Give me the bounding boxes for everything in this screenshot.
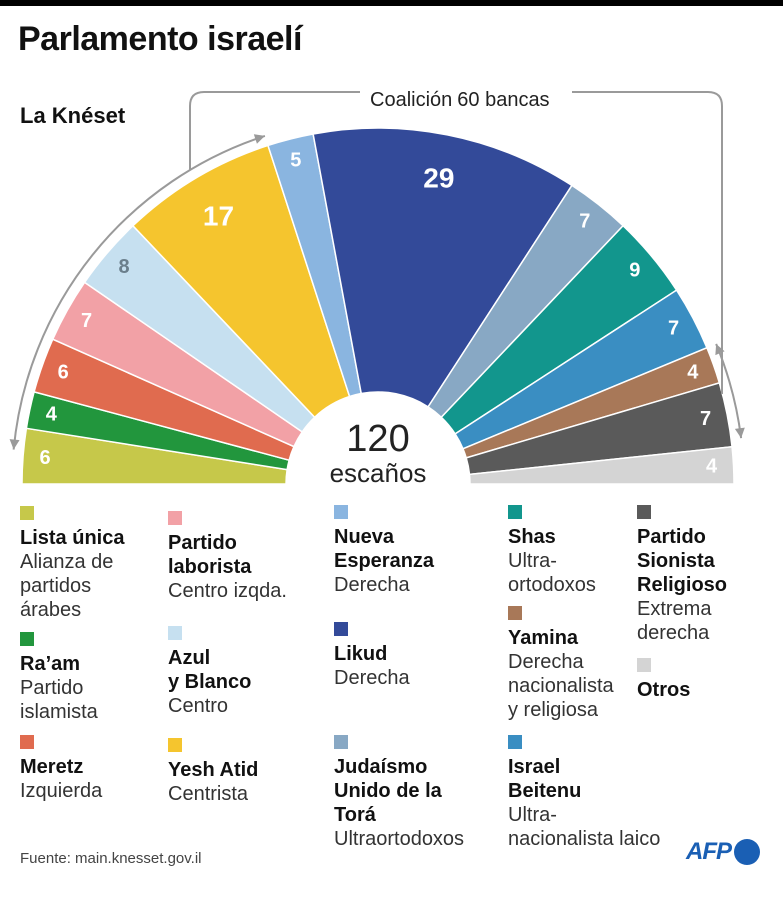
legend-item-tora: Judaísmo Unido de la Torá Ultraortodoxos — [334, 735, 509, 851]
opposition-arrowhead-left-bottom — [9, 439, 20, 450]
coalition-seats: 60 bancas — [457, 89, 549, 111]
seat-label-beitenu: 7 — [668, 317, 679, 339]
legend-swatch — [334, 735, 348, 749]
legend-swatch — [637, 658, 651, 672]
seat-label-meretz: 6 — [58, 362, 69, 384]
legend-name: Israel Beitenu — [508, 756, 582, 802]
seat-label-nueva: 5 — [290, 149, 301, 171]
legend-name: Nueva Esperanza — [334, 526, 435, 572]
center-hole — [288, 394, 468, 484]
seat-label-yamina: 4 — [687, 362, 699, 384]
seat-label-sionista: 7 — [700, 408, 711, 430]
afp-logo-text: AFP — [686, 838, 732, 865]
legend-item-meretz: Meretz Izquierda — [20, 735, 195, 803]
top-bar — [0, 0, 783, 6]
center-number: 120 — [346, 418, 409, 460]
legend-item-likud: Likud Derecha — [334, 622, 509, 690]
legend-desc: Ultraortodoxos — [334, 828, 465, 850]
legend-swatch — [508, 606, 522, 620]
legend-name: Partido laborista — [168, 532, 252, 578]
legend-name: Yamina — [508, 627, 579, 649]
legend-name: Azul y Blanco — [168, 647, 252, 693]
legend-desc: Centro — [168, 695, 229, 717]
legend-name: Meretz — [20, 756, 84, 778]
seat-label-yesh: 17 — [203, 200, 234, 231]
legend-swatch — [20, 735, 34, 749]
coalition-bracket-left — [189, 91, 360, 170]
chart-subtitle: La Knéset — [20, 103, 126, 128]
legend-name: Otros — [637, 679, 691, 701]
legend-swatch — [508, 735, 522, 749]
legend-swatch — [168, 626, 182, 640]
legend-name: Ra’am — [20, 653, 81, 675]
legend-item-beitenu: Israel Beitenu Ultra- nacionalista laico — [508, 735, 693, 851]
seat-label-likud: 29 — [423, 162, 454, 193]
afp-logo: AFP — [686, 838, 760, 866]
opposition-arrowhead-left-top — [253, 134, 265, 144]
legend-desc: Centrista — [168, 783, 249, 805]
legend-desc: Alianza de partidos árabes — [20, 551, 114, 621]
opposition-arrowhead-right-top — [715, 343, 725, 356]
legend-name: Judaísmo Unido de la Torá — [334, 756, 442, 826]
chart-title: Parlamento israelí — [18, 20, 302, 58]
legend-item-lista: Lista única Alianza de partidos árabes — [20, 506, 195, 622]
legend-swatch — [168, 511, 182, 525]
opposition-arc-left — [12, 134, 266, 450]
legend-name: Likud — [334, 643, 388, 665]
legend-desc: Ultra- nacionalista laico — [508, 804, 661, 850]
legend-item-yesh: Yesh Atid Centrista — [168, 738, 343, 806]
wedge-yesh — [131, 144, 351, 419]
legend-swatch — [637, 505, 651, 519]
seat-label-raam: 4 — [46, 404, 58, 426]
legend-item-azul: Azul y Blanco Centro — [168, 626, 343, 718]
seat-label-azul: 8 — [118, 256, 129, 278]
legend-item-laborista: Partido laborista Centro izqda. — [168, 511, 343, 603]
legend-item-sionista: Partido Sionista Religioso Extrema derec… — [637, 505, 777, 645]
afp-logo-dot — [734, 839, 760, 865]
legend-swatch — [334, 505, 348, 519]
coalition-bracket-right — [572, 91, 723, 394]
seat-label-laborista: 7 — [81, 310, 92, 332]
legend-swatch — [508, 505, 522, 519]
legend-desc: Derecha nacionalista y religiosa — [508, 651, 614, 721]
legend-swatch — [168, 738, 182, 752]
legend-desc: Izquierda — [20, 780, 103, 802]
legend-item-nueva: Nueva Esperanza Derecha — [334, 505, 509, 597]
legend-name: Shas — [508, 526, 556, 548]
legend-desc: Ultra- ortodoxos — [508, 550, 596, 596]
center-label: escaños — [330, 458, 427, 488]
legend-desc: Partido islamista — [20, 677, 98, 723]
coalition-label: Coalición 60 bancas — [370, 89, 550, 111]
legend-name: Yesh Atid — [168, 759, 259, 781]
legend-desc: Derecha — [334, 574, 410, 596]
seat-label-lista: 6 — [39, 447, 50, 469]
seat-label-tora: 7 — [579, 211, 590, 233]
legend-desc: Centro izqda. — [168, 580, 287, 602]
legend-item-raam: Ra’am Partido islamista — [20, 632, 195, 724]
wedge-likud — [312, 127, 573, 408]
wedge-otros — [468, 445, 735, 485]
source-note: Fuente: main.knesset.gov.il — [20, 850, 202, 867]
legend-name: Partido Sionista Religioso — [637, 526, 728, 596]
legend-item-yamina: Yamina Derecha nacionalista y religiosa — [508, 606, 683, 722]
legend-desc: Derecha — [334, 667, 410, 689]
legend-item-shas: Shas Ultra- ortodoxos — [508, 505, 683, 597]
seat-label-otros: 4 — [706, 456, 718, 478]
legend-swatch — [334, 622, 348, 636]
legend-item-otros: Otros — [637, 658, 777, 702]
seat-label-shas: 9 — [629, 259, 640, 281]
legend-desc: Extrema derecha — [637, 598, 712, 644]
legend-swatch — [20, 506, 34, 520]
opposition-arrowhead-right-bottom — [734, 427, 745, 439]
legend-name: Lista única — [20, 527, 125, 549]
coalition-name: Coalición — [370, 89, 452, 111]
legend-swatch — [20, 632, 34, 646]
